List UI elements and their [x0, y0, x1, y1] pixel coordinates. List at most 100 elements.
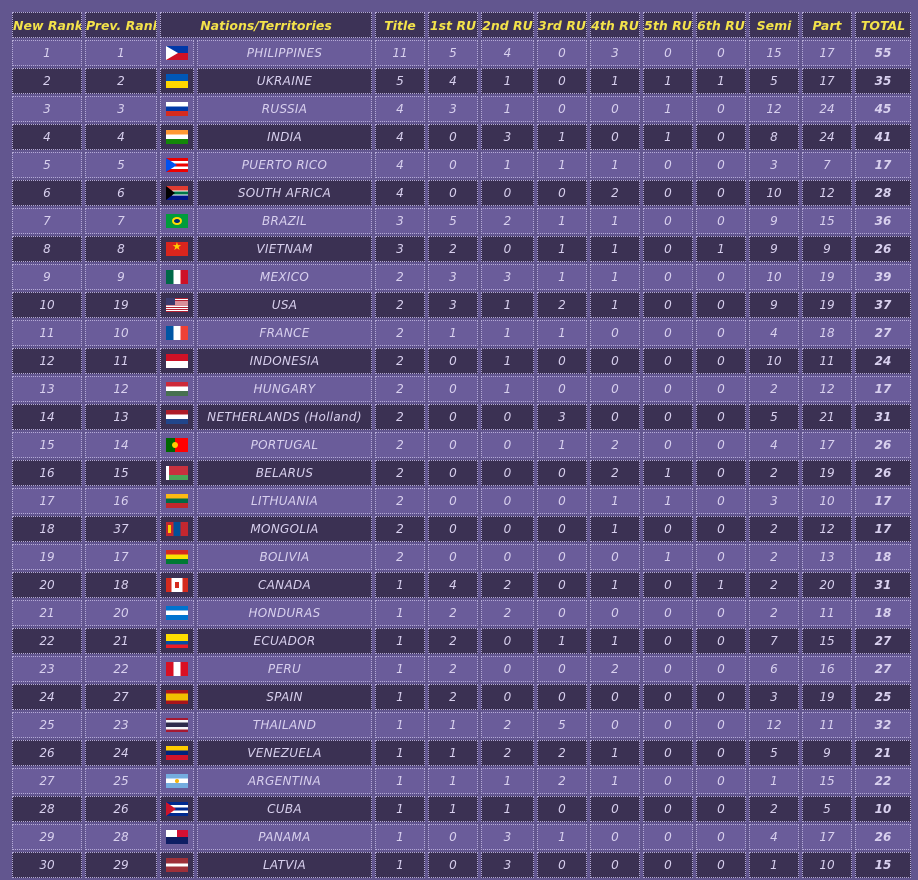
first-ru-cell: 2	[428, 684, 478, 710]
fifth-ru-cell: 1	[643, 68, 693, 94]
first-ru-cell: 0	[428, 488, 478, 514]
nation-cell: ECUADOR	[197, 628, 372, 654]
semi-cell: 10	[749, 348, 799, 374]
table-row[interactable]: 24 27 SPAIN 1 2 0 0 0 0 0 3 19 25	[12, 684, 911, 710]
table-row[interactable]: 28 26 CUBA 1 1 1 0 0 0 0 2 5 10	[12, 796, 911, 822]
prev-rank-cell: 28	[85, 824, 157, 850]
fourth-ru-cell: 1	[590, 488, 640, 514]
table-row[interactable]: 12 11 INDONESIA 2 0 1 0 0 0 0 10 11 24	[12, 348, 911, 374]
second-ru-cell: 0	[481, 236, 534, 262]
third-ru-cell: 1	[537, 236, 587, 262]
table-row[interactable]: 10 19 USA 2 3 1 2 1 0 0 9 19 37	[12, 292, 911, 318]
flag-cell	[160, 712, 194, 738]
table-row[interactable]: 30 29 LATVIA 1 0 3 0 0 0 0 1 10 15	[12, 852, 911, 878]
header-6th-ru[interactable]: 6th RU	[696, 12, 746, 38]
semi-cell: 4	[749, 432, 799, 458]
semi-cell: 12	[749, 712, 799, 738]
table-row[interactable]: 21 20 HONDURAS 1 2 2 0 0 0 0 2 11 18	[12, 600, 911, 626]
header-5th-ru[interactable]: 5th RU	[643, 12, 693, 38]
fourth-ru-cell: 0	[590, 376, 640, 402]
table-row[interactable]: 88VIETNAM32011019926	[12, 236, 911, 262]
table-row[interactable]: 17 16 LITHUANIA 2 0 0 0 1 1 0 3 10 17	[12, 488, 911, 514]
prev-rank-cell: 12	[85, 376, 157, 402]
fourth-ru-cell: 1	[590, 768, 640, 794]
fifth-ru-cell: 0	[643, 292, 693, 318]
flag-cell	[160, 516, 194, 542]
table-row[interactable]: 2 2 UKRAINE 5 4 1 0 1 1 1 5 17 35	[12, 68, 911, 94]
header-semi[interactable]: Semi	[749, 12, 799, 38]
header-new-rank[interactable]: New Rank	[12, 12, 82, 38]
header-1st-ru[interactable]: 1st RU	[428, 12, 478, 38]
table-row[interactable]: 3 3 RUSSIA 4 3 1 0 0 1 0 12 24 45	[12, 96, 911, 122]
fourth-ru-cell: 1	[590, 264, 640, 290]
table-row[interactable]: 7 7 BRAZIL 3 5 2 1 1 0 0 9 15 36	[12, 208, 911, 234]
header-part[interactable]: Part	[802, 12, 852, 38]
sixth-ru-cell: 0	[696, 740, 746, 766]
header-title[interactable]: Title	[375, 12, 425, 38]
table-row[interactable]: 16 15 BELARUS 2 0 0 0 2 1 0 2 19 26	[12, 460, 911, 486]
header-2nd-ru[interactable]: 2nd RU	[481, 12, 534, 38]
thailand-flag-icon	[166, 718, 188, 732]
flag-cell	[160, 684, 194, 710]
table-row[interactable]: 11 10 FRANCE 2 1 1 1 0 0 0 4 18 27	[12, 320, 911, 346]
second-ru-cell: 1	[481, 376, 534, 402]
ukraine-flag-icon	[166, 74, 188, 88]
title-count-cell: 2	[375, 320, 425, 346]
table-row[interactable]: 14 13 NETHERLANDS (Holland) 2 0 0 3 0 0 0 5 21 31	[12, 404, 911, 430]
table-row[interactable]: 27 25 ARGENTINA 1 1 1 2 1 0 0 1 15 22	[12, 768, 911, 794]
table-row[interactable]: 22 21 ECUADOR 1 2 0 1 1 0 0 7 15 27	[12, 628, 911, 654]
part-cell: 11	[802, 600, 852, 626]
title-count-cell: 1	[375, 600, 425, 626]
sixth-ru-cell: 0	[696, 488, 746, 514]
mongolia-flag-icon	[166, 522, 188, 536]
fifth-ru-cell: 0	[643, 600, 693, 626]
table-row[interactable]: 13 12 HUNGARY 2 0 1 0 0 0 0 2 12 17	[12, 376, 911, 402]
table-row[interactable]: 20 18 CANADA 1 4 2 0 1 0 1 2 20 31	[12, 572, 911, 598]
table-row[interactable]: 19 17 BOLIVIA 2 0 0 0 0 1 0 2 13 18	[12, 544, 911, 570]
header-total[interactable]: TOTAL	[855, 12, 911, 38]
fifth-ru-cell: 0	[643, 572, 693, 598]
table-row[interactable]: 9 9 MEXICO 2 3 3 1 1 0 0 10 19 39	[12, 264, 911, 290]
table-row[interactable]: 5 5 PUERTO RICO 4 0 1 1 1 0 0 3 7 17	[12, 152, 911, 178]
table-row[interactable]: 23 22 PERU 1 2 0 0 2 0 0 6 16 27	[12, 656, 911, 682]
second-ru-cell: 0	[481, 628, 534, 654]
header-3rd-ru[interactable]: 3rd RU	[537, 12, 587, 38]
flag-cell	[160, 320, 194, 346]
third-ru-cell: 0	[537, 96, 587, 122]
header-nation[interactable]: Nations/Territories	[160, 12, 372, 38]
third-ru-cell: 0	[537, 852, 587, 878]
first-ru-cell: 3	[428, 96, 478, 122]
nation-cell: MONGOLIA	[197, 516, 372, 542]
sixth-ru-cell: 0	[696, 544, 746, 570]
table-row[interactable]: 15 14 PORTUGAL 2 0 0 1 2 0 0 4 17 26	[12, 432, 911, 458]
part-cell: 12	[802, 180, 852, 206]
prev-rank-cell: 19	[85, 292, 157, 318]
table-row[interactable]: 6 6 SOUTH AFRICA 4 0 0 0 2 0 0 10 12 28	[12, 180, 911, 206]
title-count-cell: 2	[375, 432, 425, 458]
new-rank-cell: 18	[12, 516, 82, 542]
semi-cell: 1	[749, 768, 799, 794]
second-ru-cell: 0	[481, 544, 534, 570]
second-ru-cell: 1	[481, 796, 534, 822]
table-row[interactable]: 18 37 MONGOLIA 2 0 0 0 1 0 0 2 12 17	[12, 516, 911, 542]
total-cell: 36	[855, 208, 911, 234]
fourth-ru-cell: 0	[590, 796, 640, 822]
part-cell: 13	[802, 544, 852, 570]
table-row[interactable]: 4 4 INDIA 4 0 3 1 0 1 0 8 24 41	[12, 124, 911, 150]
table-row[interactable]: 1 1 PHILIPPINES 11 5 4 0 3 0 0 15 17 55	[12, 40, 911, 66]
part-cell: 10	[802, 852, 852, 878]
flag-cell	[160, 376, 194, 402]
flag-cell	[160, 264, 194, 290]
sixth-ru-cell: 1	[696, 236, 746, 262]
table-row[interactable]: 29 28 PANAMA 1 0 3 1 0 0 0 4 17 26	[12, 824, 911, 850]
third-ru-cell: 2	[537, 740, 587, 766]
flag-cell	[160, 152, 194, 178]
header-4th-ru[interactable]: 4th RU	[590, 12, 640, 38]
table-row[interactable]: 25 23 THAILAND 1 1 2 5 0 0 0 12 11 32	[12, 712, 911, 738]
nation-cell: PERU	[197, 656, 372, 682]
rankings-table: New Rank Prev. Rank Nations/Territories …	[9, 10, 914, 880]
third-ru-cell: 0	[537, 600, 587, 626]
third-ru-cell: 0	[537, 684, 587, 710]
table-row[interactable]: 26 24 VENEZUELA 1 1 2 2 1 0 0 5 9 21	[12, 740, 911, 766]
header-prev-rank[interactable]: Prev. Rank	[85, 12, 157, 38]
